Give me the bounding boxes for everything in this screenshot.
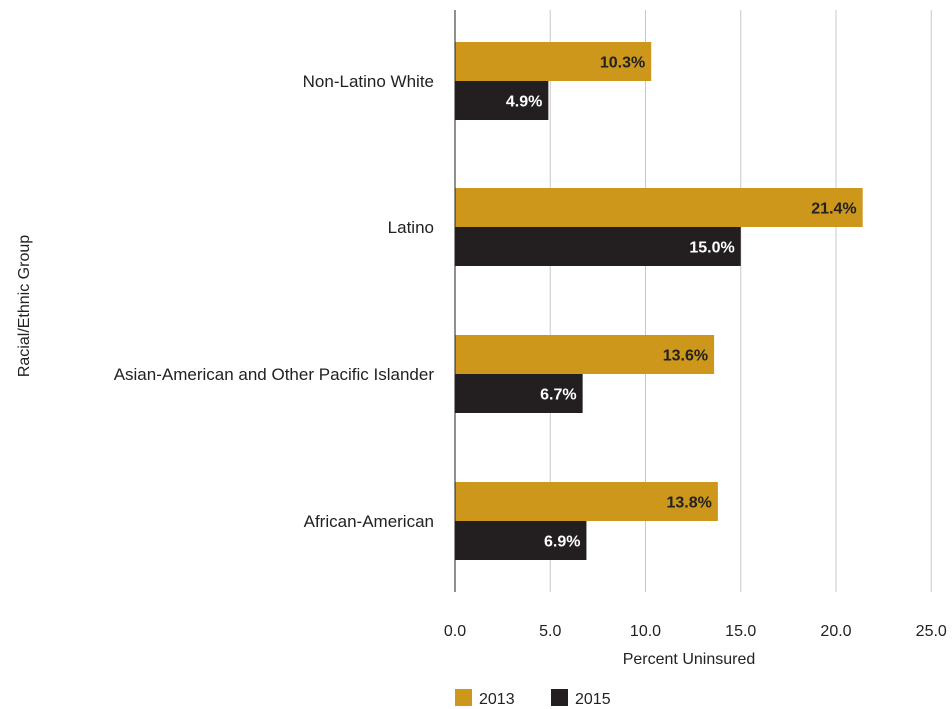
data-label: 6.7%	[540, 387, 576, 404]
data-label: 13.8%	[667, 495, 712, 512]
legend-swatch-2013	[455, 689, 472, 706]
bar-2015	[455, 521, 587, 560]
x-tick-label: 20.0	[820, 623, 851, 640]
x-tick-label: 0.0	[444, 623, 466, 640]
data-label: 10.3%	[600, 55, 645, 72]
x-tick-label: 15.0	[725, 623, 756, 640]
data-label: 15.0%	[689, 240, 734, 257]
data-label: 6.9%	[544, 534, 580, 551]
bar-2013	[455, 188, 863, 227]
data-label: 13.6%	[663, 348, 708, 365]
legend-swatch-2015	[551, 689, 568, 706]
data-label: 21.4%	[811, 201, 856, 218]
bar-2013	[455, 42, 652, 81]
bar-2015	[455, 81, 549, 120]
category-label: African-American	[304, 512, 434, 531]
bar-2013	[455, 482, 718, 521]
x-tick-label: 10.0	[630, 623, 661, 640]
x-tick-label: 25.0	[916, 623, 947, 640]
x-tick-label: 5.0	[539, 623, 561, 640]
category-label: Non-Latino White	[303, 72, 434, 91]
bar-2015	[455, 374, 583, 413]
legend: 2013 2015	[455, 689, 611, 708]
data-label: 4.9%	[506, 94, 542, 111]
legend-label: 2015	[575, 691, 611, 708]
bar-2015	[455, 227, 741, 266]
bars: 10.3% 4.9% 21.4% 15.0% 13.6% 6.7% 13.8% 6.9%	[455, 42, 863, 560]
bar-2013	[455, 335, 715, 374]
category-label: Latino	[388, 218, 434, 237]
x-tick-labels: 0.0 5.0 10.0 15.0 20.0 25.0	[444, 623, 947, 640]
category-labels: Non-Latino White Latino Asian-American and…	[114, 72, 435, 531]
x-axis-title: Percent Uninsured	[623, 651, 756, 668]
legend-label: 2013	[479, 691, 515, 708]
category-label: Asian-American and Other Pacific Islande…	[114, 365, 435, 384]
y-axis-title: Racial/Ethnic Group	[16, 235, 33, 377]
